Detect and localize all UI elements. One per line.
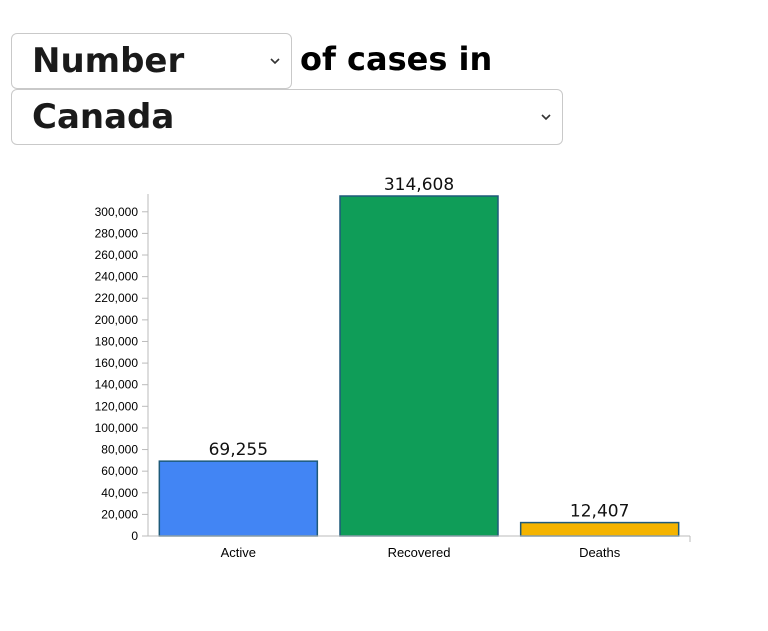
- metric-select[interactable]: Number: [11, 33, 292, 89]
- bar-recovered[interactable]: [339, 195, 499, 537]
- y-tick-label: 80,000: [101, 443, 138, 457]
- y-tick-label: 160,000: [95, 356, 139, 370]
- y-tick-label: 100,000: [95, 421, 139, 435]
- y-tick-label: 200,000: [95, 313, 139, 327]
- y-tick-label: 140,000: [95, 378, 139, 392]
- country-select-value: Canada: [32, 97, 175, 137]
- y-axis: 0 20,000 40,000 60,000 80,000 100,000 120,000 1…: [95, 194, 149, 543]
- y-tick-label: 300,000: [95, 205, 139, 219]
- bar-active[interactable]: [158, 460, 319, 537]
- data-label-active: 69,255: [209, 440, 268, 460]
- y-tick-label: 260,000: [95, 248, 139, 262]
- y-tick-label: 240,000: [95, 270, 139, 284]
- y-tick-label: 40,000: [101, 486, 138, 500]
- y-tick-label: 60,000: [101, 464, 138, 478]
- y-tick-label: 20,000: [101, 507, 138, 521]
- y-tick-label: 120,000: [95, 399, 139, 413]
- bars: 69,255 314,608 12,407: [158, 175, 680, 537]
- x-tick-label-active: Active: [221, 545, 256, 560]
- country-select[interactable]: Canada: [11, 89, 563, 145]
- metric-select-value: Number: [32, 41, 185, 81]
- y-tick-label: 280,000: [95, 226, 139, 240]
- x-tick-label-recovered: Recovered: [388, 545, 451, 560]
- cases-in-label: of cases in: [300, 40, 493, 78]
- y-tick-label: 220,000: [95, 291, 139, 305]
- data-label-recovered: 314,608: [384, 175, 454, 195]
- chevron-down-icon: [270, 58, 280, 65]
- bar-deaths[interactable]: [519, 521, 680, 537]
- y-tick-label: 0: [131, 529, 138, 543]
- cases-bar-chart: 0 20,000 40,000 60,000 80,000 100,000 120,000 1…: [95, 175, 691, 560]
- data-label-deaths: 12,407: [570, 502, 629, 522]
- x-axis: Active Recovered Deaths: [148, 535, 691, 560]
- chevron-down-icon: [541, 114, 551, 121]
- y-tick-label: 180,000: [95, 334, 139, 348]
- x-tick-label-deaths: Deaths: [579, 545, 621, 560]
